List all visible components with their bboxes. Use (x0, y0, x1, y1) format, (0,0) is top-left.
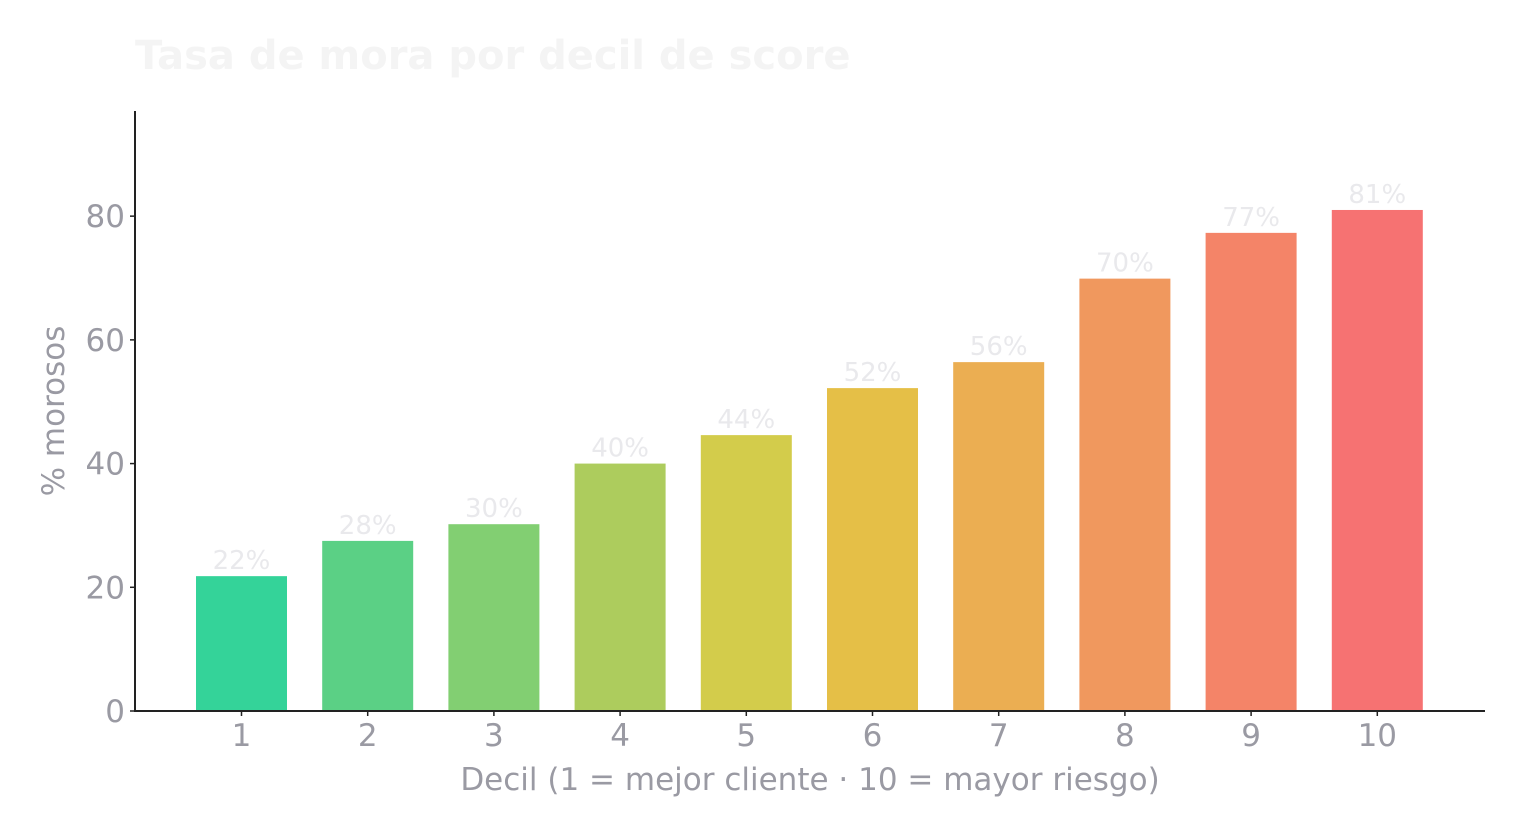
bar-decil-3 (448, 524, 540, 711)
x-tick-label: 10 (1358, 718, 1397, 754)
data-label-decil-7: 56% (970, 332, 1028, 362)
data-label-decil-1: 22% (213, 546, 271, 576)
data-label-decil-9: 77% (1222, 203, 1280, 233)
data-label-decil-3: 30% (465, 494, 523, 524)
x-axis: 1 2 3 4 5 6 7 8 9 10 (232, 711, 1397, 754)
x-tick-label: 8 (1115, 718, 1135, 754)
bar-decil-8 (1079, 278, 1171, 711)
bar-decil-1 (196, 576, 287, 711)
y-tick-label: 0 (105, 694, 125, 730)
y-tick-label: 80 (86, 199, 125, 235)
bar-decil-6 (827, 388, 918, 711)
bar-decil-2 (322, 540, 414, 711)
y-axis: 0 20 40 60 80 (86, 199, 135, 730)
bar-decil-5 (700, 435, 792, 711)
data-label-decil-4: 40% (591, 434, 649, 464)
y-axis-label: % morosos (36, 326, 72, 497)
bar-decil-7 (953, 362, 1045, 711)
chart-title: Tasa de mora por decil de score (135, 33, 850, 79)
bar-decil-4 (574, 463, 666, 711)
x-tick-label: 3 (484, 718, 504, 754)
x-tick-label: 5 (736, 718, 756, 754)
data-label-decil-10: 81% (1348, 180, 1406, 210)
x-tick-label: 1 (232, 718, 252, 754)
x-tick-label: 7 (989, 718, 1009, 754)
data-label-decil-5: 44% (717, 405, 775, 435)
y-tick-label: 40 (86, 447, 125, 483)
bars-layer (196, 209, 1423, 712)
data-label-decil-6: 52% (844, 358, 902, 388)
bar-decil-10 (1331, 209, 1423, 711)
y-tick-label: 60 (86, 323, 125, 359)
x-tick-label: 2 (358, 718, 378, 754)
x-tick-label: 9 (1241, 718, 1261, 754)
data-label-decil-2: 28% (339, 511, 397, 541)
x-tick-label: 4 (610, 718, 630, 754)
data-labels-layer: 22% 28% 30% 40% 44% 52% 56% 70% 77% 81% (213, 180, 1407, 576)
y-tick-label: 20 (86, 570, 125, 606)
x-tick-label: 6 (863, 718, 883, 754)
data-label-decil-8: 70% (1096, 249, 1154, 279)
x-axis-label: Decil (1 = mejor cliente · 10 = mayor ri… (460, 762, 1159, 798)
bar-decil-9 (1205, 232, 1297, 712)
